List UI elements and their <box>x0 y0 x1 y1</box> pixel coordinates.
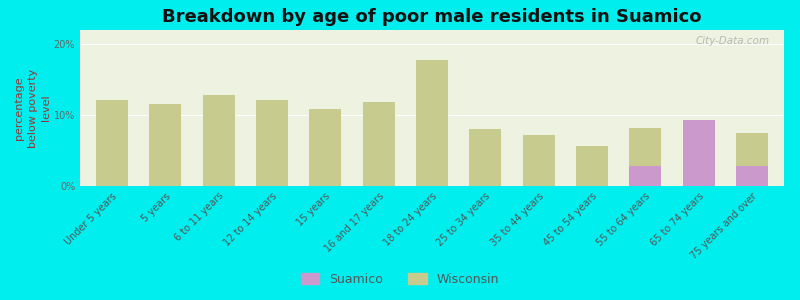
Legend: Suamico, Wisconsin: Suamico, Wisconsin <box>295 268 505 291</box>
Bar <box>362 102 394 186</box>
Bar <box>682 120 714 186</box>
Bar <box>150 104 182 186</box>
Bar <box>470 129 502 186</box>
Bar <box>310 110 342 186</box>
Title: Breakdown by age of poor male residents in Suamico: Breakdown by age of poor male residents … <box>162 8 702 26</box>
Bar <box>522 135 554 186</box>
Bar <box>682 129 714 186</box>
Bar <box>736 166 768 186</box>
Y-axis label: percentage
below poverty
level: percentage below poverty level <box>14 68 51 148</box>
Bar <box>202 95 234 186</box>
Bar <box>576 146 608 186</box>
Bar <box>736 133 768 186</box>
Bar <box>630 166 662 186</box>
Bar <box>256 100 288 186</box>
Bar <box>630 128 662 186</box>
Bar <box>96 100 128 186</box>
Text: City-Data.com: City-Data.com <box>696 36 770 46</box>
Bar <box>416 60 448 186</box>
